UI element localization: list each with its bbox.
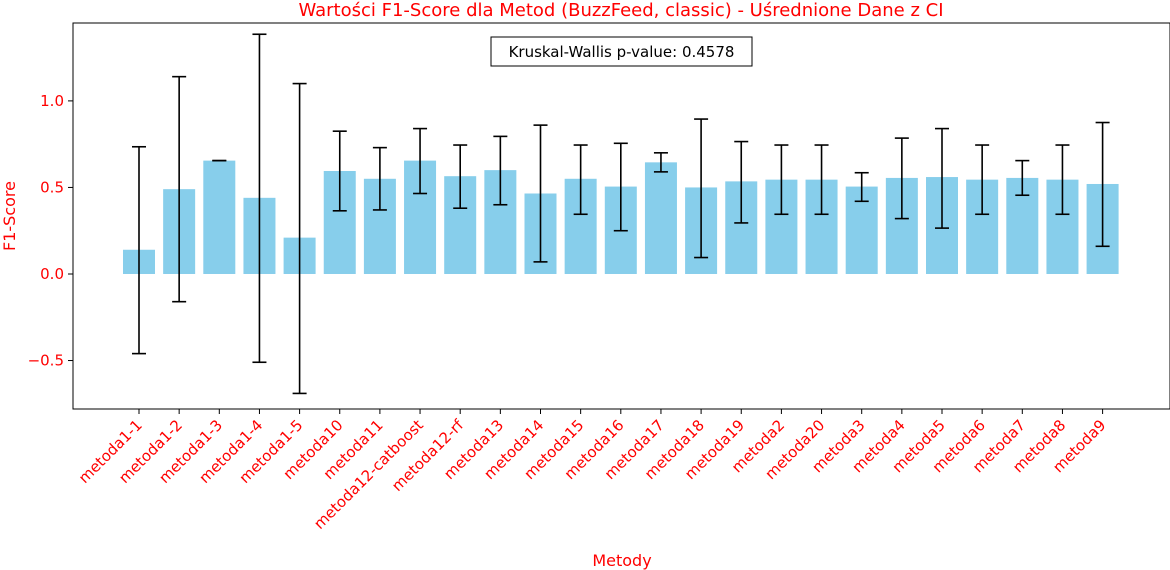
error-bar-metoda7	[1015, 159, 1030, 197]
error-bar-metoda1-1	[132, 145, 146, 355]
error-bar-metoda15	[573, 144, 588, 216]
chart-title: Wartości F1-Score dla Metod (BuzzFeed, c…	[298, 0, 943, 21]
error-bar-metoda1-2	[172, 75, 187, 303]
x-axis-label: Metody	[592, 551, 651, 570]
bar-metoda1-3	[203, 160, 236, 274]
y-axis: −0.5 0.0 0.5 1.0	[28, 92, 73, 370]
error-bar-metoda16	[613, 142, 628, 232]
error-bar-metoda13	[493, 135, 508, 206]
y-tick-label: 0.5	[40, 178, 64, 196]
error-bar-metoda11	[372, 146, 387, 211]
error-bar-metoda1-5	[292, 82, 307, 395]
plot-frame	[72, 22, 1170, 410]
error-bar-metoda19	[734, 140, 749, 224]
error-bar-metoda12-rf	[453, 144, 468, 210]
error-bar-metoda1-4	[252, 33, 267, 364]
x-axis: metoda1-1metoda1-2metoda1-3metoda1-4meto…	[75, 409, 1109, 533]
annotation-box: Kruskal-Wallis p-value: 0.4578	[490, 36, 753, 67]
error-bar-metoda3	[854, 171, 869, 203]
bar-metoda17	[644, 162, 677, 274]
error-bar-metoda8	[1055, 144, 1070, 216]
error-bar-metoda14	[533, 124, 548, 263]
y-tick-label: −0.5	[28, 352, 64, 370]
error-bar-metoda18	[694, 118, 709, 259]
annotation-text: Kruskal-Wallis p-value: 0.4578	[509, 43, 735, 61]
annotation-frame	[490, 36, 753, 67]
error-bar-metoda4	[894, 137, 909, 220]
error-bar-metoda12-catboost	[413, 127, 428, 195]
error-bar-metoda5	[935, 127, 949, 229]
y-tick-label: 1.0	[40, 92, 64, 110]
error-bar-metoda10	[332, 130, 347, 212]
error-bar-metoda17	[653, 152, 668, 173]
error-bar-metoda2	[774, 144, 789, 216]
error-bar-metoda6	[975, 144, 990, 216]
y-axis-label: F1-Score	[0, 181, 19, 251]
error-bar-metoda20	[814, 144, 829, 216]
plot-area	[123, 33, 1119, 395]
error-bar-metoda9	[1095, 121, 1110, 248]
y-tick-label: 0.0	[40, 265, 64, 283]
